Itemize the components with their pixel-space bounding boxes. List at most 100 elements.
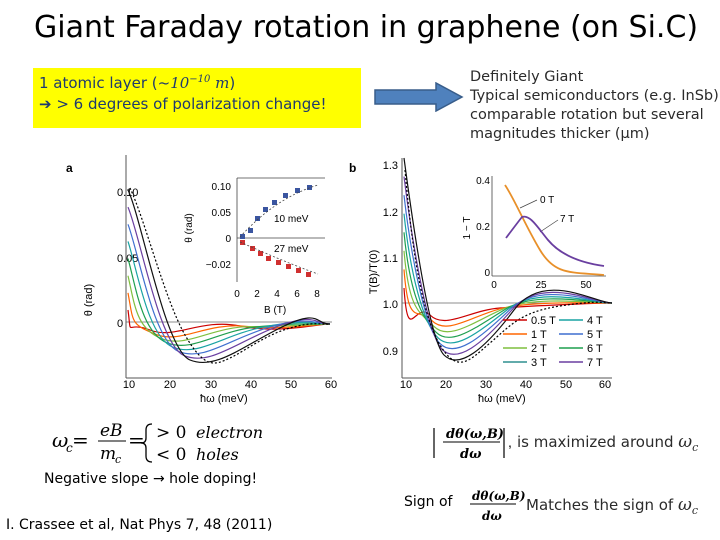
equals-sign: = bbox=[72, 428, 89, 452]
panel-b-legend: 0.5 T 4 T 1 T 5 T 2 T 6 T 3 T 7 T bbox=[503, 315, 603, 369]
inset-b-xtick: 50 bbox=[580, 280, 592, 291]
inset-b-ylabel: 1 − T bbox=[462, 217, 473, 240]
panel-b-xtick: 50 bbox=[560, 379, 572, 391]
legend-entry: 4 T bbox=[587, 315, 603, 327]
inset-a-fit-red bbox=[239, 241, 319, 275]
panel-a-series-curve bbox=[127, 224, 331, 355]
sign-of-label: Sign of bbox=[404, 494, 453, 510]
legend-entry: 0.5 T bbox=[531, 315, 556, 327]
sign-derivative-denominator: dω bbox=[482, 509, 502, 523]
panel-a-xtick: 40 bbox=[245, 379, 257, 391]
marker bbox=[250, 246, 255, 251]
panel-a-series-curve bbox=[127, 258, 331, 347]
marker bbox=[248, 228, 253, 233]
ten-power-exponent: −10 bbox=[189, 74, 211, 85]
panel-a-series-curve bbox=[127, 275, 331, 342]
panel-b-ytick: 1.1 bbox=[383, 253, 398, 265]
marker bbox=[283, 193, 288, 198]
omega-symbol: ω bbox=[677, 495, 692, 515]
case-positive: > 0 bbox=[156, 423, 186, 443]
fraction-numerator: eB bbox=[100, 421, 123, 441]
inset-a-label-27mev: 27 meV bbox=[274, 244, 309, 255]
derivative-numerator: dθ(ω,B) bbox=[446, 427, 504, 442]
page-title: Giant Faraday rotation in graphene (on S… bbox=[34, 10, 699, 45]
inset-b-ytick: 0 bbox=[484, 268, 490, 279]
panel-b-ytick: 0.9 bbox=[383, 346, 398, 358]
panel-b-series-curve bbox=[403, 287, 613, 322]
maximized-label: is maximized around bbox=[517, 433, 679, 451]
citation: I. Crassee et al, Nat Phys 7, 48 (2011) bbox=[6, 517, 273, 533]
denominator-subscript: c bbox=[115, 453, 121, 466]
polarization-line: ➔ > 6 degrees of polarization change! bbox=[33, 95, 361, 113]
giant-note: Definitely Giant Typical semiconductors … bbox=[470, 68, 719, 144]
panel-b-series-curve bbox=[403, 213, 613, 344]
panel-a-series-curve bbox=[127, 189, 331, 364]
electron-label: electron bbox=[196, 423, 263, 442]
panel-b-ylabel: T(B)/T(0) bbox=[368, 250, 380, 295]
matches-label: Matches the sign of bbox=[526, 496, 678, 514]
curly-brace bbox=[140, 423, 153, 463]
panel-a-curves bbox=[127, 189, 331, 364]
legend-entry: 2 T bbox=[531, 343, 547, 355]
panel-b-xtick: 60 bbox=[599, 379, 611, 391]
inset-a-blue-markers bbox=[240, 185, 312, 239]
legend-entry: 5 T bbox=[587, 329, 603, 341]
marker bbox=[266, 256, 271, 261]
note-line: Definitely Giant bbox=[470, 69, 584, 85]
ten-power-base: 10 bbox=[170, 74, 190, 92]
marker bbox=[272, 200, 277, 205]
marker bbox=[255, 216, 260, 221]
inset-b-xtick: 25 bbox=[535, 280, 547, 291]
case-negative: < 0 bbox=[156, 445, 186, 465]
marker bbox=[307, 185, 312, 190]
panel-b-xtick: 10 bbox=[400, 379, 412, 391]
inset-a-xtick: 4 bbox=[274, 289, 280, 300]
omega-subscript: c bbox=[692, 441, 699, 454]
polarization-text: > 6 degrees of polarization change! bbox=[56, 95, 327, 113]
maximized-text: is maximized around ωc bbox=[517, 432, 698, 454]
panel-b-fit-curve bbox=[404, 169, 613, 363]
legend-entry: 7 T bbox=[587, 357, 603, 369]
inset-b-leader-7t bbox=[539, 219, 559, 233]
panel-a-xlabel: ħω (meV) bbox=[200, 393, 248, 405]
panel-a-fit-curve bbox=[129, 187, 331, 364]
derivative-denominator: dω bbox=[460, 447, 482, 462]
inset-a-ylabel: θ (rad) bbox=[184, 213, 195, 242]
highlight-box: 1 atomic layer (~10−10 m) ➔ > 6 degrees … bbox=[33, 68, 361, 128]
comma: , bbox=[508, 434, 512, 450]
marker bbox=[263, 207, 268, 212]
right-arrow-icon: ➔ bbox=[39, 95, 57, 113]
atomic-layer-line: 1 atomic layer (~10−10 m) bbox=[33, 74, 361, 92]
inset-a-ytick: −0.02 bbox=[206, 260, 232, 271]
panel-a-ylabel: θ (rad) bbox=[83, 284, 95, 316]
marker bbox=[295, 188, 300, 193]
negative-slope-note: Negative slope → hole doping! bbox=[44, 471, 258, 487]
marker bbox=[286, 264, 291, 269]
inset-a-xtick: 8 bbox=[314, 289, 320, 300]
inset-b-curve-0t bbox=[504, 184, 605, 276]
inset-b-leader-0t bbox=[519, 199, 538, 209]
panel-a-xtick: 50 bbox=[285, 379, 297, 391]
panel-b-series-curve bbox=[403, 157, 613, 361]
marker bbox=[306, 272, 311, 277]
note-line: magnitudes thicker (μm) bbox=[470, 126, 650, 142]
block-arrow-icon bbox=[374, 82, 464, 112]
inset-b-xtick: 0 bbox=[491, 280, 497, 291]
legend-entry: 6 T bbox=[587, 343, 603, 355]
derivative-abs: dθ(ω,B) dω , bbox=[433, 427, 512, 462]
inset-a-ytick: 0 bbox=[225, 234, 231, 245]
panel-a-series-curve bbox=[127, 292, 331, 338]
panel-a-xtick: 10 bbox=[123, 379, 135, 391]
inset-a-ytick: 0.10 bbox=[212, 182, 232, 193]
inset-b-label-7t: 7 T bbox=[560, 214, 574, 225]
marker bbox=[276, 260, 281, 265]
marker bbox=[240, 240, 245, 245]
panel-b-ytick: 1.0 bbox=[383, 299, 398, 311]
inset-a-ytick: 0.05 bbox=[212, 208, 232, 219]
closing-paren: ) bbox=[229, 74, 236, 92]
sign-derivative: dθ(ω,B) dω bbox=[470, 489, 526, 523]
omega-subscript: c bbox=[691, 504, 699, 517]
